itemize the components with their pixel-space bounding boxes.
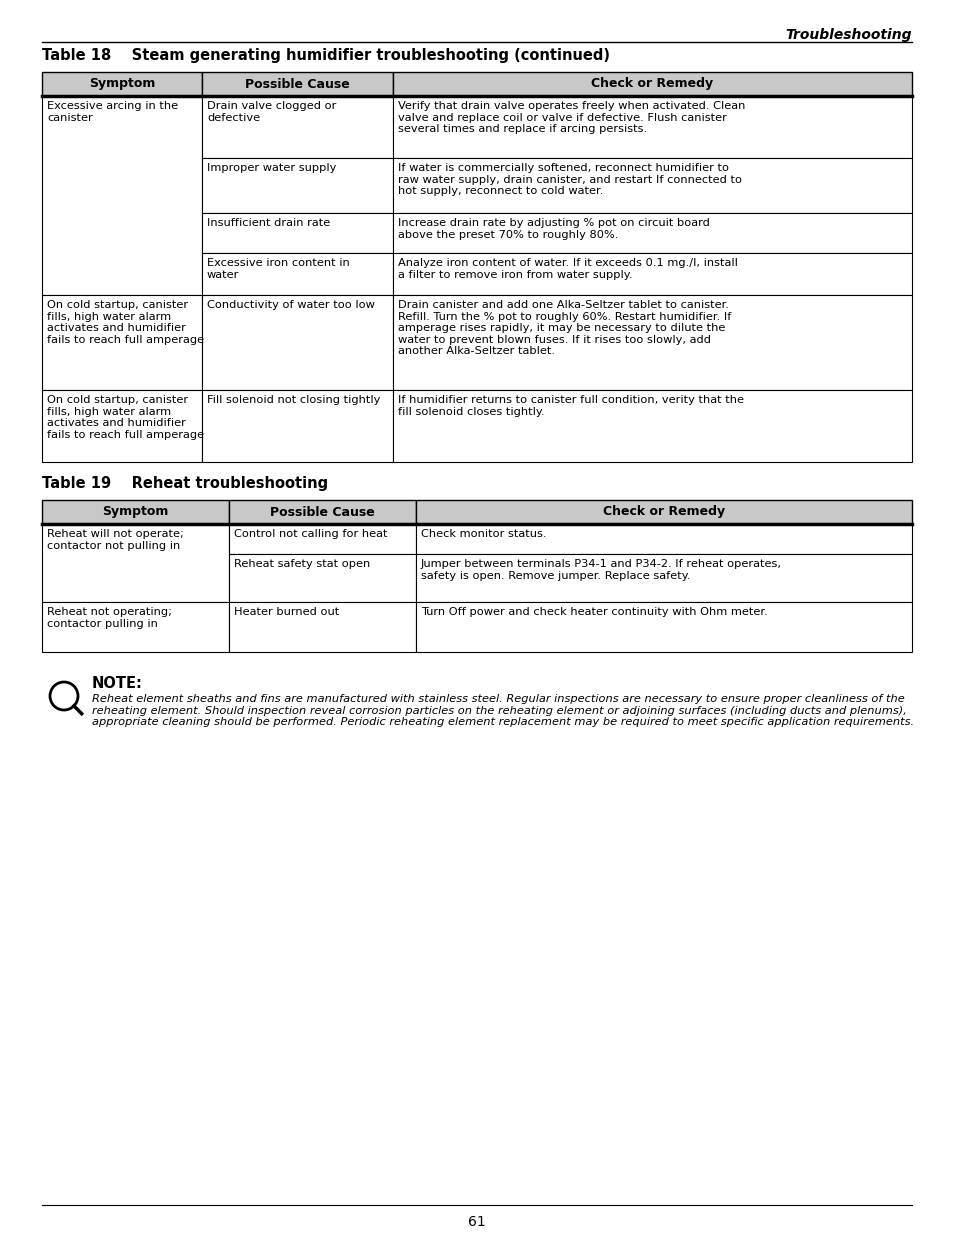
Bar [229, 524, 416, 555]
Bar [202, 96, 393, 158]
Text: Drain canister and add one Alka-Seltzer tablet to canister.
Refill. Turn the % p: Drain canister and add one Alka-Seltzer … [397, 300, 731, 357]
Text: Possible Cause: Possible Cause [245, 78, 350, 90]
Bar [42, 524, 229, 601]
Bar [393, 72, 911, 96]
Bar [42, 96, 202, 295]
Text: NOTE:: NOTE: [91, 676, 143, 692]
Text: Fill solenoid not closing tightly: Fill solenoid not closing tightly [207, 395, 380, 405]
Text: Control not calling for heat: Control not calling for heat [233, 529, 387, 538]
Text: Increase drain rate by adjusting % pot on circuit board
above the preset 70% to : Increase drain rate by adjusting % pot o… [397, 219, 709, 240]
Text: Symptom: Symptom [102, 505, 169, 519]
Bar [393, 390, 911, 462]
Bar [416, 555, 911, 601]
Bar [416, 601, 911, 652]
Text: Drain valve clogged or
defective: Drain valve clogged or defective [207, 101, 336, 122]
Text: 61: 61 [468, 1215, 485, 1229]
Text: Check or Remedy: Check or Remedy [602, 505, 724, 519]
Bar [42, 500, 229, 524]
Text: If water is commercially softened, reconnect humidifier to
raw water supply, dra: If water is commercially softened, recon… [397, 163, 741, 196]
Bar [42, 390, 202, 462]
Text: Analyze iron content of water. If it exceeds 0.1 mg./l, install
a filter to remo: Analyze iron content of water. If it exc… [397, 258, 737, 279]
Text: Symptom: Symptom [89, 78, 155, 90]
Bar [42, 601, 229, 652]
Text: Troubleshooting: Troubleshooting [784, 28, 911, 42]
Text: Check or Remedy: Check or Remedy [591, 78, 713, 90]
Bar [229, 601, 416, 652]
Text: Heater burned out: Heater burned out [233, 606, 339, 618]
Bar [416, 500, 911, 524]
Bar [202, 158, 393, 212]
Bar [202, 72, 393, 96]
Bar [393, 158, 911, 212]
Text: Turn Off power and check heater continuity with Ohm meter.: Turn Off power and check heater continui… [420, 606, 767, 618]
Text: Excessive iron content in
water: Excessive iron content in water [207, 258, 350, 279]
Text: Jumper between terminals P34-1 and P34-2. If reheat operates,
safety is open. Re: Jumper between terminals P34-1 and P34-2… [420, 559, 781, 580]
Text: On cold startup, canister
fills, high water alarm
activates and humidifier
fails: On cold startup, canister fills, high wa… [47, 300, 204, 345]
Text: Conductivity of water too low: Conductivity of water too low [207, 300, 375, 310]
Text: Improper water supply: Improper water supply [207, 163, 336, 173]
Text: Verify that drain valve operates freely when activated. Clean
valve and replace : Verify that drain valve operates freely … [397, 101, 744, 135]
Text: Table 18    Steam generating humidifier troubleshooting (continued): Table 18 Steam generating humidifier tro… [42, 48, 609, 63]
Bar [229, 500, 416, 524]
Text: Excessive arcing in the
canister: Excessive arcing in the canister [47, 101, 178, 122]
Bar [42, 72, 202, 96]
Text: Reheat safety stat open: Reheat safety stat open [233, 559, 370, 569]
Text: Reheat element sheaths and fins are manufactured with stainless steel. Regular i: Reheat element sheaths and fins are manu… [91, 694, 913, 727]
Bar [202, 212, 393, 253]
Bar [393, 295, 911, 390]
Text: Reheat not operating;
contactor pulling in: Reheat not operating; contactor pulling … [47, 606, 172, 629]
Text: Insufficient drain rate: Insufficient drain rate [207, 219, 330, 228]
Text: If humidifier returns to canister full condition, verity that the
fill solenoid : If humidifier returns to canister full c… [397, 395, 743, 416]
Text: Reheat will not operate;
contactor not pulling in: Reheat will not operate; contactor not p… [47, 529, 184, 551]
Text: Table 19    Reheat troubleshooting: Table 19 Reheat troubleshooting [42, 475, 328, 492]
Bar [202, 295, 393, 390]
Bar [202, 253, 393, 295]
Bar [393, 96, 911, 158]
Bar [229, 555, 416, 601]
Bar [393, 212, 911, 253]
Bar [393, 253, 911, 295]
Text: On cold startup, canister
fills, high water alarm
activates and humidifier
fails: On cold startup, canister fills, high wa… [47, 395, 204, 440]
Bar [416, 524, 911, 555]
Text: Check monitor status.: Check monitor status. [420, 529, 546, 538]
Bar [42, 295, 202, 390]
Bar [202, 390, 393, 462]
Text: Possible Cause: Possible Cause [270, 505, 375, 519]
